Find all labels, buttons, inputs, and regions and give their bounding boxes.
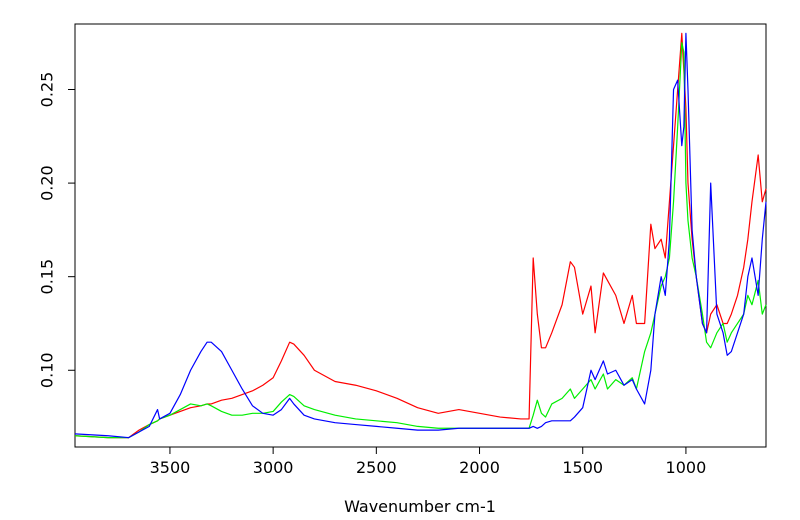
x-tick-label: 3500 [150,458,191,477]
x-tick-label: 2500 [356,458,397,477]
x-axis-label: Wavenumber cm-1 [344,497,496,516]
x-tick-label: 1500 [562,458,603,477]
y-tick-label: 0.20 [38,165,57,201]
y-tick-label: 0.10 [38,352,57,388]
plot-box [74,23,767,448]
spectrum-line [74,32,767,439]
y-tick-label: 0.25 [38,72,57,108]
x-tick-label: 3000 [253,458,294,477]
spectrum-line [74,42,767,439]
x-tick-label: 1000 [666,458,707,477]
x-tick-label: 2000 [459,458,500,477]
spectrum-line [74,32,767,439]
y-tick-label: 0.15 [38,259,57,295]
